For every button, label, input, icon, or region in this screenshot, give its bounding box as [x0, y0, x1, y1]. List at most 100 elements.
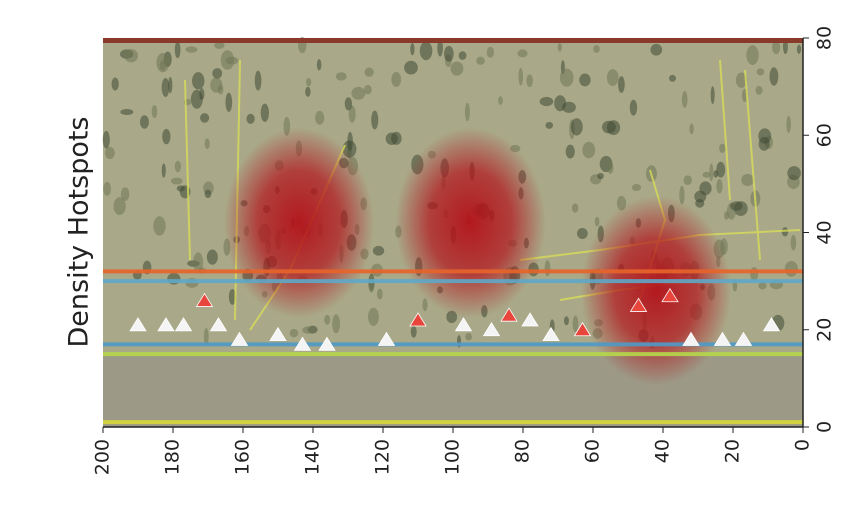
terrain-speck	[261, 104, 269, 122]
terrain-speck	[573, 316, 579, 333]
terrain-speck	[315, 111, 324, 125]
terrain-speck	[351, 87, 365, 100]
terrain-speck	[564, 316, 569, 325]
terrain-speck	[562, 102, 576, 113]
terrain-speck	[200, 113, 209, 123]
terrain-speck	[324, 315, 330, 325]
terrain-speck	[786, 116, 791, 133]
terrain-speck	[566, 145, 575, 159]
terrain-speck	[212, 68, 222, 79]
terrain-speck	[730, 201, 742, 211]
terrain-speck	[205, 190, 212, 199]
terrain-speck	[684, 175, 692, 185]
x-tick-label: 160	[232, 439, 254, 475]
terrain-speck	[545, 260, 551, 276]
terrain-speck	[750, 267, 758, 281]
plot-top-edge	[103, 38, 803, 43]
terrain-speck	[105, 147, 115, 159]
chart: Density Hotspots 20018016014012010080604…	[0, 0, 844, 505]
terrain-speck	[103, 182, 111, 196]
terrain-speck	[365, 67, 374, 76]
terrain-speck	[572, 203, 578, 212]
terrain-speck	[602, 121, 616, 134]
terrain-speck	[632, 184, 641, 191]
terrain-speck	[630, 100, 637, 116]
terrain-speck	[597, 173, 604, 179]
hotspot	[396, 128, 546, 318]
terrain-speck	[371, 110, 378, 129]
terrain-speck	[121, 187, 129, 201]
terrain-speck	[255, 71, 262, 91]
x-tick-label: 0	[792, 439, 814, 451]
terrain-speck	[317, 59, 322, 70]
terrain-speck	[156, 53, 169, 73]
terrain-speck	[411, 326, 417, 338]
terrain-speck	[205, 138, 210, 149]
terrain-speck	[391, 72, 401, 87]
terrain-speck	[759, 137, 770, 151]
terrain-speck	[103, 131, 110, 149]
x-tick-label: 180	[162, 439, 184, 475]
y-tick-label: 40	[814, 220, 836, 244]
y-tick-label: 80	[814, 26, 836, 50]
y-tick-label: 60	[814, 123, 836, 147]
terrain-speck	[579, 73, 590, 86]
terrain-speck	[582, 142, 595, 158]
terrain-speck	[306, 78, 311, 87]
terrain-speck	[140, 115, 149, 128]
terrain-speck	[410, 43, 414, 55]
terrain-speck	[153, 216, 165, 235]
terrain-speck	[368, 308, 379, 326]
terrain-speck	[226, 57, 239, 65]
terrain-speck	[595, 217, 600, 227]
terrain-speck	[175, 41, 181, 58]
terrain-speck	[332, 314, 340, 333]
terrain-speck	[225, 93, 232, 112]
terrain-speck	[709, 164, 713, 182]
terrain-speck	[152, 105, 158, 118]
y-tick-label: 20	[814, 318, 836, 342]
terrain-speck	[703, 172, 711, 178]
terrain-speck	[682, 91, 688, 108]
terrain-speck	[377, 289, 383, 300]
terrain-speck	[607, 69, 619, 86]
hotspot	[224, 128, 374, 318]
terrain-speck	[716, 179, 722, 193]
y-tick-label: 0	[814, 421, 836, 433]
terrain-speck	[465, 103, 470, 121]
terrain-speck	[695, 199, 704, 208]
x-tick-label: 200	[92, 439, 114, 475]
x-tick-label: 20	[722, 439, 744, 463]
x-tick-label: 120	[372, 439, 394, 475]
terrain-speck	[713, 170, 718, 177]
terrain-speck	[171, 178, 183, 185]
terrain-speck	[305, 87, 310, 97]
terrain-speck	[756, 86, 763, 95]
terrain-speck	[757, 68, 765, 75]
hotspot	[581, 196, 731, 386]
terrain-speck	[199, 88, 204, 100]
terrain-speck	[517, 49, 527, 57]
terrain-speck	[345, 97, 352, 110]
terrain-speck	[593, 45, 599, 53]
terrain-speck	[404, 61, 418, 75]
terrain-speck	[498, 96, 503, 105]
terrain-speck	[618, 76, 625, 93]
terrain-speck	[459, 51, 467, 60]
terrain-speck	[558, 43, 562, 52]
terrain-speck	[741, 174, 754, 186]
x-tick-label: 60	[582, 439, 604, 463]
terrain-speck	[444, 46, 454, 62]
terrain-speck	[560, 69, 574, 87]
terrain-speck	[758, 282, 766, 289]
terrain-speck	[650, 44, 662, 56]
terrain-speck	[451, 61, 464, 75]
terrain-speck	[571, 118, 583, 135]
terrain-speck	[690, 123, 694, 134]
terrain-speck	[669, 75, 676, 82]
terrain-speck	[168, 77, 172, 93]
terrain-speck	[162, 129, 170, 144]
terrain-speck	[699, 181, 711, 195]
terrain-speck	[373, 246, 384, 256]
terrain-speck	[112, 77, 119, 90]
